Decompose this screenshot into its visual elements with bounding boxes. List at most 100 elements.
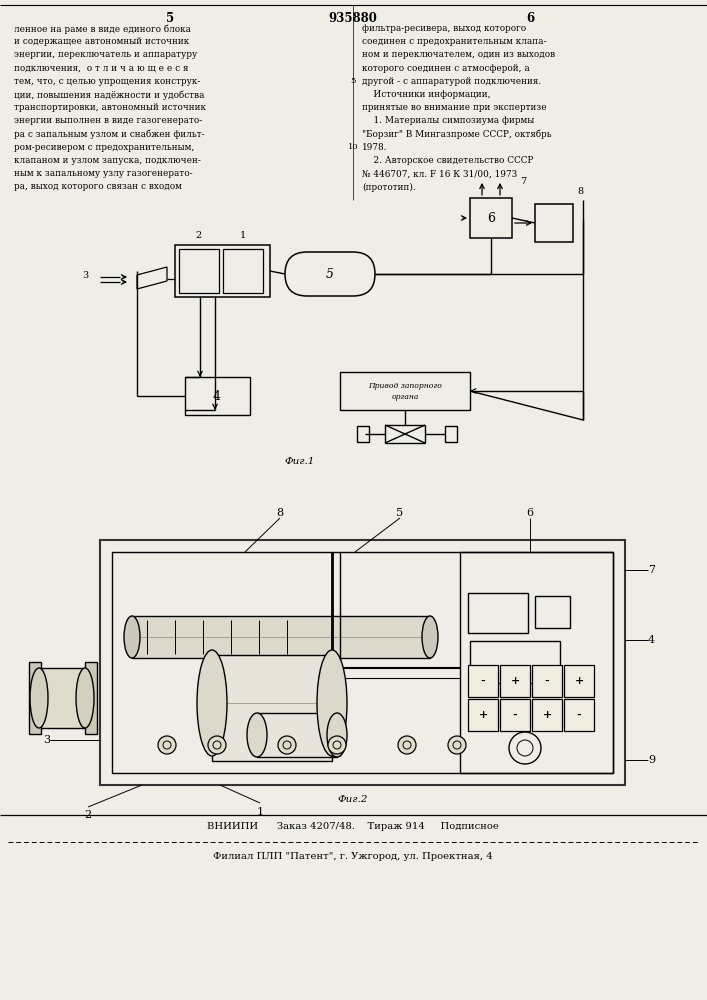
Text: 9: 9: [648, 755, 655, 765]
Text: 4: 4: [213, 389, 221, 402]
Text: 1: 1: [257, 807, 264, 817]
Text: "Борзиг" В Мингазпроме СССР, октябрь: "Борзиг" В Мингазпроме СССР, октябрь: [362, 130, 551, 139]
Text: (прототип).: (прототип).: [362, 182, 416, 192]
Text: 2. Авторское свидетельство СССР: 2. Авторское свидетельство СССР: [362, 156, 533, 165]
Text: Привод запорного: Привод запорного: [368, 382, 442, 390]
Bar: [500, 665, 530, 697]
Text: Филиал ПЛП "Патент", г. Ужгород, ул. Проектная, 4: Филиал ПЛП "Патент", г. Ужгород, ул. Про…: [213, 852, 493, 861]
Bar: [535, 204, 573, 242]
Text: +: +: [574, 676, 583, 686]
Text: +: +: [479, 710, 488, 720]
Text: 6: 6: [487, 212, 495, 225]
Text: энергии, переключатель и аппаратуру: энергии, переключатель и аппаратуру: [14, 50, 197, 59]
Bar: [29, 662, 41, 734]
Text: транспортировки, автономный источник: транспортировки, автономный источник: [14, 103, 206, 112]
Text: 5: 5: [350, 77, 356, 85]
Bar: [185, 377, 250, 415]
Text: 8: 8: [276, 508, 284, 518]
Text: 1978.: 1978.: [362, 143, 387, 152]
Text: 8: 8: [577, 187, 583, 196]
Text: ра с запальным узлом и снабжен фильт-: ра с запальным узлом и снабжен фильт-: [14, 130, 204, 139]
Text: -: -: [577, 710, 581, 720]
Bar: [532, 699, 562, 731]
Text: Фиг.1: Фиг.1: [285, 457, 315, 466]
Circle shape: [208, 736, 226, 754]
Text: фильтра-ресивера, выход которого: фильтра-ресивера, выход которого: [362, 24, 526, 33]
Text: органа: органа: [391, 393, 419, 401]
Bar: [39, 668, 90, 728]
Text: +: +: [542, 710, 551, 720]
Ellipse shape: [124, 616, 140, 658]
Circle shape: [278, 736, 296, 754]
Circle shape: [448, 736, 466, 754]
Bar: [500, 699, 530, 731]
Text: принятые во внимание при экспертизе: принятые во внимание при экспертизе: [362, 103, 547, 112]
Bar: [468, 665, 498, 697]
Bar: [460, 552, 613, 773]
Bar: [445, 426, 457, 442]
Text: ным к запальному узлу газогенерато-: ным к запальному узлу газогенерато-: [14, 169, 192, 178]
Text: 2: 2: [196, 231, 202, 240]
Bar: [223, 249, 263, 293]
Text: 2: 2: [84, 810, 92, 820]
Text: 5: 5: [397, 508, 404, 518]
Bar: [468, 699, 498, 731]
Bar: [470, 198, 512, 238]
Ellipse shape: [327, 713, 347, 757]
Text: 3: 3: [43, 735, 50, 745]
Circle shape: [158, 736, 176, 754]
Text: № 446707, кл. F 16 К 31/00, 1973: № 446707, кл. F 16 К 31/00, 1973: [362, 169, 518, 178]
Ellipse shape: [197, 650, 227, 756]
Text: ции, повышения надёжности и удобства: ции, повышения надёжности и удобства: [14, 90, 204, 100]
Text: +: +: [510, 676, 520, 686]
Bar: [100, 540, 625, 785]
Text: 6: 6: [526, 12, 534, 25]
Bar: [85, 662, 97, 734]
Ellipse shape: [76, 668, 94, 728]
Text: ном и переключателем, один из выходов: ном и переключателем, один из выходов: [362, 50, 555, 59]
Text: 4: 4: [648, 635, 655, 645]
Text: 6: 6: [527, 508, 534, 518]
Text: соединен с предохранительным клапа-: соединен с предохранительным клапа-: [362, 37, 547, 46]
Text: ром-ресивером с предохранительным,: ром-ресивером с предохранительным,: [14, 143, 194, 152]
Text: 1: 1: [240, 231, 246, 240]
Text: тем, что, с целью упрощения конструк-: тем, что, с целью упрощения конструк-: [14, 77, 200, 86]
Bar: [357, 426, 369, 442]
Bar: [257, 713, 337, 757]
Text: ленное на раме в виде единого блока: ленное на раме в виде единого блока: [14, 24, 191, 33]
Bar: [564, 665, 594, 697]
Bar: [535, 596, 570, 628]
Text: которого соединен с атмосферой, а: которого соединен с атмосферой, а: [362, 64, 530, 73]
Bar: [212, 655, 332, 761]
Text: 1. Материалы симпозиума фирмы: 1. Материалы симпозиума фирмы: [362, 116, 534, 125]
Bar: [468, 593, 528, 633]
Text: ВНИИПИ      Заказ 4207/48.    Тираж 914     Подписное: ВНИИПИ Заказ 4207/48. Тираж 914 Подписно…: [207, 822, 499, 831]
Ellipse shape: [30, 668, 48, 728]
Text: другой - с аппаратурой подключения.: другой - с аппаратурой подключения.: [362, 77, 542, 86]
Text: 5: 5: [326, 267, 334, 280]
Text: -: -: [481, 676, 485, 686]
Text: 5: 5: [166, 12, 174, 25]
Text: подключения,  о т л и ч а ю щ е е с я: подключения, о т л и ч а ю щ е е с я: [14, 64, 189, 73]
Bar: [112, 552, 613, 773]
Bar: [532, 665, 562, 697]
Text: 10: 10: [348, 143, 358, 151]
Text: и содержащее автономный источник: и содержащее автономный источник: [14, 37, 189, 46]
Text: Фиг.2: Фиг.2: [338, 795, 368, 804]
Text: ра, выход которого связан с входом: ра, выход которого связан с входом: [14, 182, 182, 191]
Ellipse shape: [422, 616, 438, 658]
Ellipse shape: [247, 713, 267, 757]
Text: 7: 7: [648, 565, 655, 575]
Text: 3: 3: [82, 270, 88, 279]
Text: 7: 7: [520, 177, 526, 186]
Ellipse shape: [317, 650, 347, 756]
Bar: [340, 372, 470, 410]
Circle shape: [398, 736, 416, 754]
Text: -: -: [513, 710, 518, 720]
Bar: [179, 249, 219, 293]
Text: клапаном и узлом запуска, подключен-: клапаном и узлом запуска, подключен-: [14, 156, 201, 165]
Circle shape: [328, 736, 346, 754]
Text: энергии выполнен в виде газогенерато-: энергии выполнен в виде газогенерато-: [14, 116, 202, 125]
Text: Источники информации,: Источники информации,: [362, 90, 491, 99]
Text: -: -: [544, 676, 549, 686]
